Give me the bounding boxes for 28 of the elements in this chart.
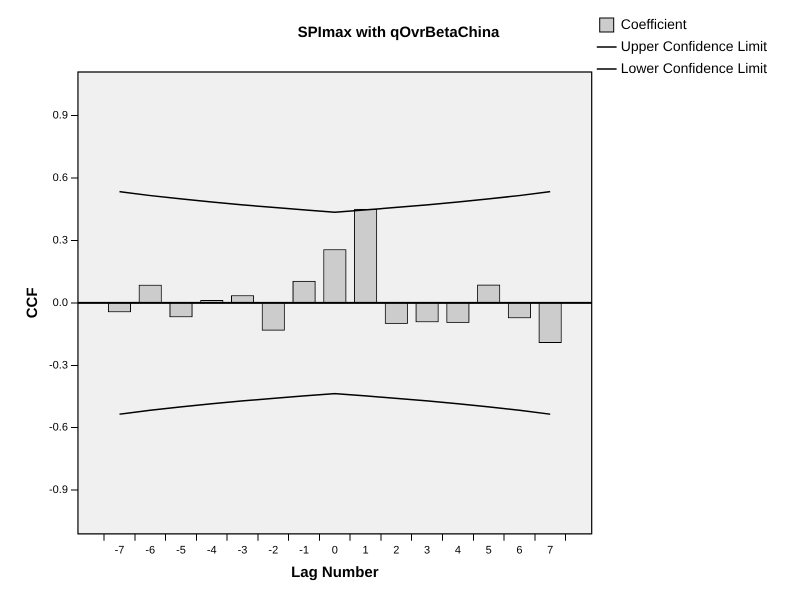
x-tick-label: 0 xyxy=(332,544,338,556)
legend-label: Coefficient xyxy=(620,16,687,32)
x-tick-label: 4 xyxy=(454,544,461,556)
y-tick-label: 0.3 xyxy=(52,234,68,247)
y-tick-label: -0.3 xyxy=(48,359,68,372)
x-tick-label: -7 xyxy=(114,544,124,556)
chart-title: SPImax with qOvrBetaChina xyxy=(298,24,500,42)
x-tick-label: -4 xyxy=(206,544,217,556)
x-tick-label: -6 xyxy=(145,544,156,556)
x-tick-label: 2 xyxy=(393,544,400,556)
x-axis-title: Lag Number xyxy=(291,564,379,582)
y-tick-label: 0.6 xyxy=(52,172,68,184)
y-axis-title: CCF xyxy=(24,287,42,318)
y-tick-label: 0.9 xyxy=(52,110,68,122)
x-tick-label: 3 xyxy=(424,544,430,556)
legend-label: Lower Confidence Limit xyxy=(620,60,768,76)
x-tick-label: -1 xyxy=(299,544,309,556)
y-tick-label: 0.0 xyxy=(52,296,68,309)
x-tick-label: 7 xyxy=(547,544,554,556)
x-tick-label: 1 xyxy=(362,544,369,556)
y-tick-label: -0.9 xyxy=(48,484,68,496)
y-tick-label: -0.6 xyxy=(48,422,68,434)
x-tick-label: 5 xyxy=(486,544,492,556)
x-tick-label: -3 xyxy=(238,544,248,556)
x-tick-label: 6 xyxy=(516,544,522,556)
legend-label: Upper Confidence Limit xyxy=(620,38,768,54)
x-tick-label: -2 xyxy=(268,544,278,556)
x-tick-label: -5 xyxy=(176,544,186,556)
